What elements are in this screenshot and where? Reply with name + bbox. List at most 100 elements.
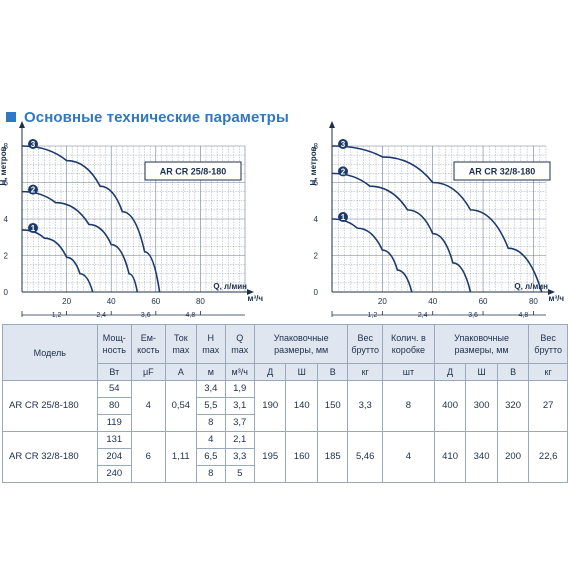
width2-cell: 340 [465, 431, 498, 483]
unit-cell: Вт [96, 363, 133, 381]
y-tick-label: 8 [314, 142, 319, 151]
y-tick-label: 8 [4, 142, 9, 151]
x-axis-arrow [247, 289, 254, 295]
width2-cell: 300 [465, 380, 498, 432]
secondary-tick-label: 1,2 [52, 312, 62, 319]
grid [21, 145, 246, 293]
section-title-row: Основные технические параметры [6, 106, 289, 128]
secondary-axis-label: м³/ч [248, 294, 264, 303]
col-weight: Вес брутто [347, 324, 383, 364]
x-tick-label: 20 [378, 297, 387, 306]
y-tick-label: 2 [314, 252, 319, 261]
x-tick-label: 20 [62, 297, 71, 306]
grid [331, 145, 547, 293]
qmax-cell: 5 [224, 465, 255, 483]
unit-cell: кг [347, 363, 383, 381]
y-axis-arrow [329, 121, 335, 128]
height-cell: 150 [316, 380, 349, 432]
model-label: AR CR 32/8-180 [469, 167, 536, 177]
unit-cell: кг [528, 363, 568, 381]
y-tick-label: 6 [314, 179, 319, 188]
y-tick-label: 0 [4, 288, 9, 297]
series-curve-1 [21, 229, 94, 293]
secondary-tick-label: 2,4 [418, 312, 428, 319]
secondary-tick-label: 3,6 [141, 312, 151, 319]
power-cell: 54 [96, 380, 133, 398]
height2-cell: 200 [496, 431, 530, 483]
height2-cell: 320 [496, 380, 530, 432]
series-marker-label: 2 [31, 186, 36, 195]
y-tick-label: 2 [4, 252, 9, 261]
series-curve-2 [331, 172, 472, 293]
width-cell: 160 [285, 431, 318, 483]
col-qty: Колич. в коробке [382, 324, 435, 364]
table-row: 240 8 5 [3, 465, 568, 483]
x-axis-label: Q, л/мин [514, 282, 548, 291]
weight-cell: 3,3 [347, 380, 383, 432]
table-row: AR CR 32/8-180 131 6 1,11 4 2,1 195 160 … [2, 431, 568, 483]
power-cell: 80 [96, 397, 133, 415]
table-units-row: Вт μF A м м³/ч Д Ш В кг шт Д Ш В кг [3, 363, 568, 381]
unit-cell: A [164, 363, 198, 381]
secondary-tick-label: 3,6 [468, 312, 478, 319]
series-marker-1 [338, 212, 348, 222]
x-axis-label: Q, л/мин [213, 282, 247, 291]
depth-cell: 190 [253, 380, 287, 432]
secondary-tick-label: 1,2 [367, 312, 377, 319]
col-capacity: Ем-кость [131, 324, 166, 364]
col-current: Ток max [164, 324, 198, 364]
current-cell: 1,11 [164, 431, 198, 483]
qty-cell: 8 [382, 380, 435, 432]
x-tick-label: 80 [529, 297, 538, 306]
unit-cell: Д [433, 363, 467, 381]
series-marker-1 [28, 222, 38, 233]
unit-cell: В [496, 363, 530, 381]
hmax-cell: 4 [196, 431, 226, 449]
capacity-cell: 4 [131, 380, 166, 432]
unit-cell: В [316, 363, 349, 381]
hmax-cell: 8 [196, 414, 226, 432]
hmax-cell: 8 [196, 465, 226, 483]
y-tick-label: 4 [314, 215, 319, 224]
col-pack-dims-2: Упаковочные размеры, мм [433, 324, 530, 364]
unit-cell: μF [131, 363, 166, 381]
col-pack-dims: Упаковочные размеры, мм [253, 324, 349, 364]
qmax-cell: 3,7 [224, 414, 255, 432]
series-curve-1 [331, 218, 413, 293]
model-label-box [453, 161, 551, 181]
y-axis-label: H, метров [0, 146, 8, 185]
x-tick-label: 40 [428, 297, 437, 306]
series-curve-3 [21, 145, 161, 293]
x-axis-arrow [548, 289, 555, 295]
table-header-row: Модель Мощ-ность Ем-кость Ток max H max … [2, 324, 568, 381]
qty-cell: 4 [382, 431, 435, 483]
y-axis-label: H, метров [309, 146, 318, 185]
hmax-cell: 5,5 [196, 397, 226, 415]
series-marker-label: 2 [341, 167, 346, 176]
series-marker-label: 1 [31, 224, 36, 233]
series-curve-3 [331, 145, 543, 293]
power-cell: 240 [96, 465, 133, 483]
col-hmax: H max [196, 324, 226, 364]
unit-cell: Ш [285, 363, 318, 381]
hmax-cell: 3,4 [196, 380, 226, 398]
series-curve-2 [21, 190, 139, 293]
depth2-cell: 400 [433, 380, 467, 432]
secondary-tick-label: 2,4 [96, 312, 106, 319]
weight2-cell: 22,6 [528, 431, 568, 483]
section-title: Основные технические параметры [24, 108, 289, 126]
power-cell: 131 [96, 431, 133, 449]
title-square-bullet [6, 112, 16, 122]
current-cell: 0,54 [164, 380, 198, 432]
secondary-tick-label: 4,8 [186, 312, 196, 319]
qmax-cell: 1,9 [224, 380, 255, 398]
unit-cell: м³/ч [224, 363, 255, 381]
series-marker-label: 3 [341, 140, 346, 149]
qmax-cell: 2,1 [224, 431, 255, 449]
y-tick-label: 4 [4, 215, 9, 224]
series-marker-3 [338, 139, 348, 149]
series-marker-3 [28, 139, 38, 149]
model-cell: AR CR 32/8-180 [2, 431, 98, 483]
unit-cell: шт [382, 363, 435, 381]
